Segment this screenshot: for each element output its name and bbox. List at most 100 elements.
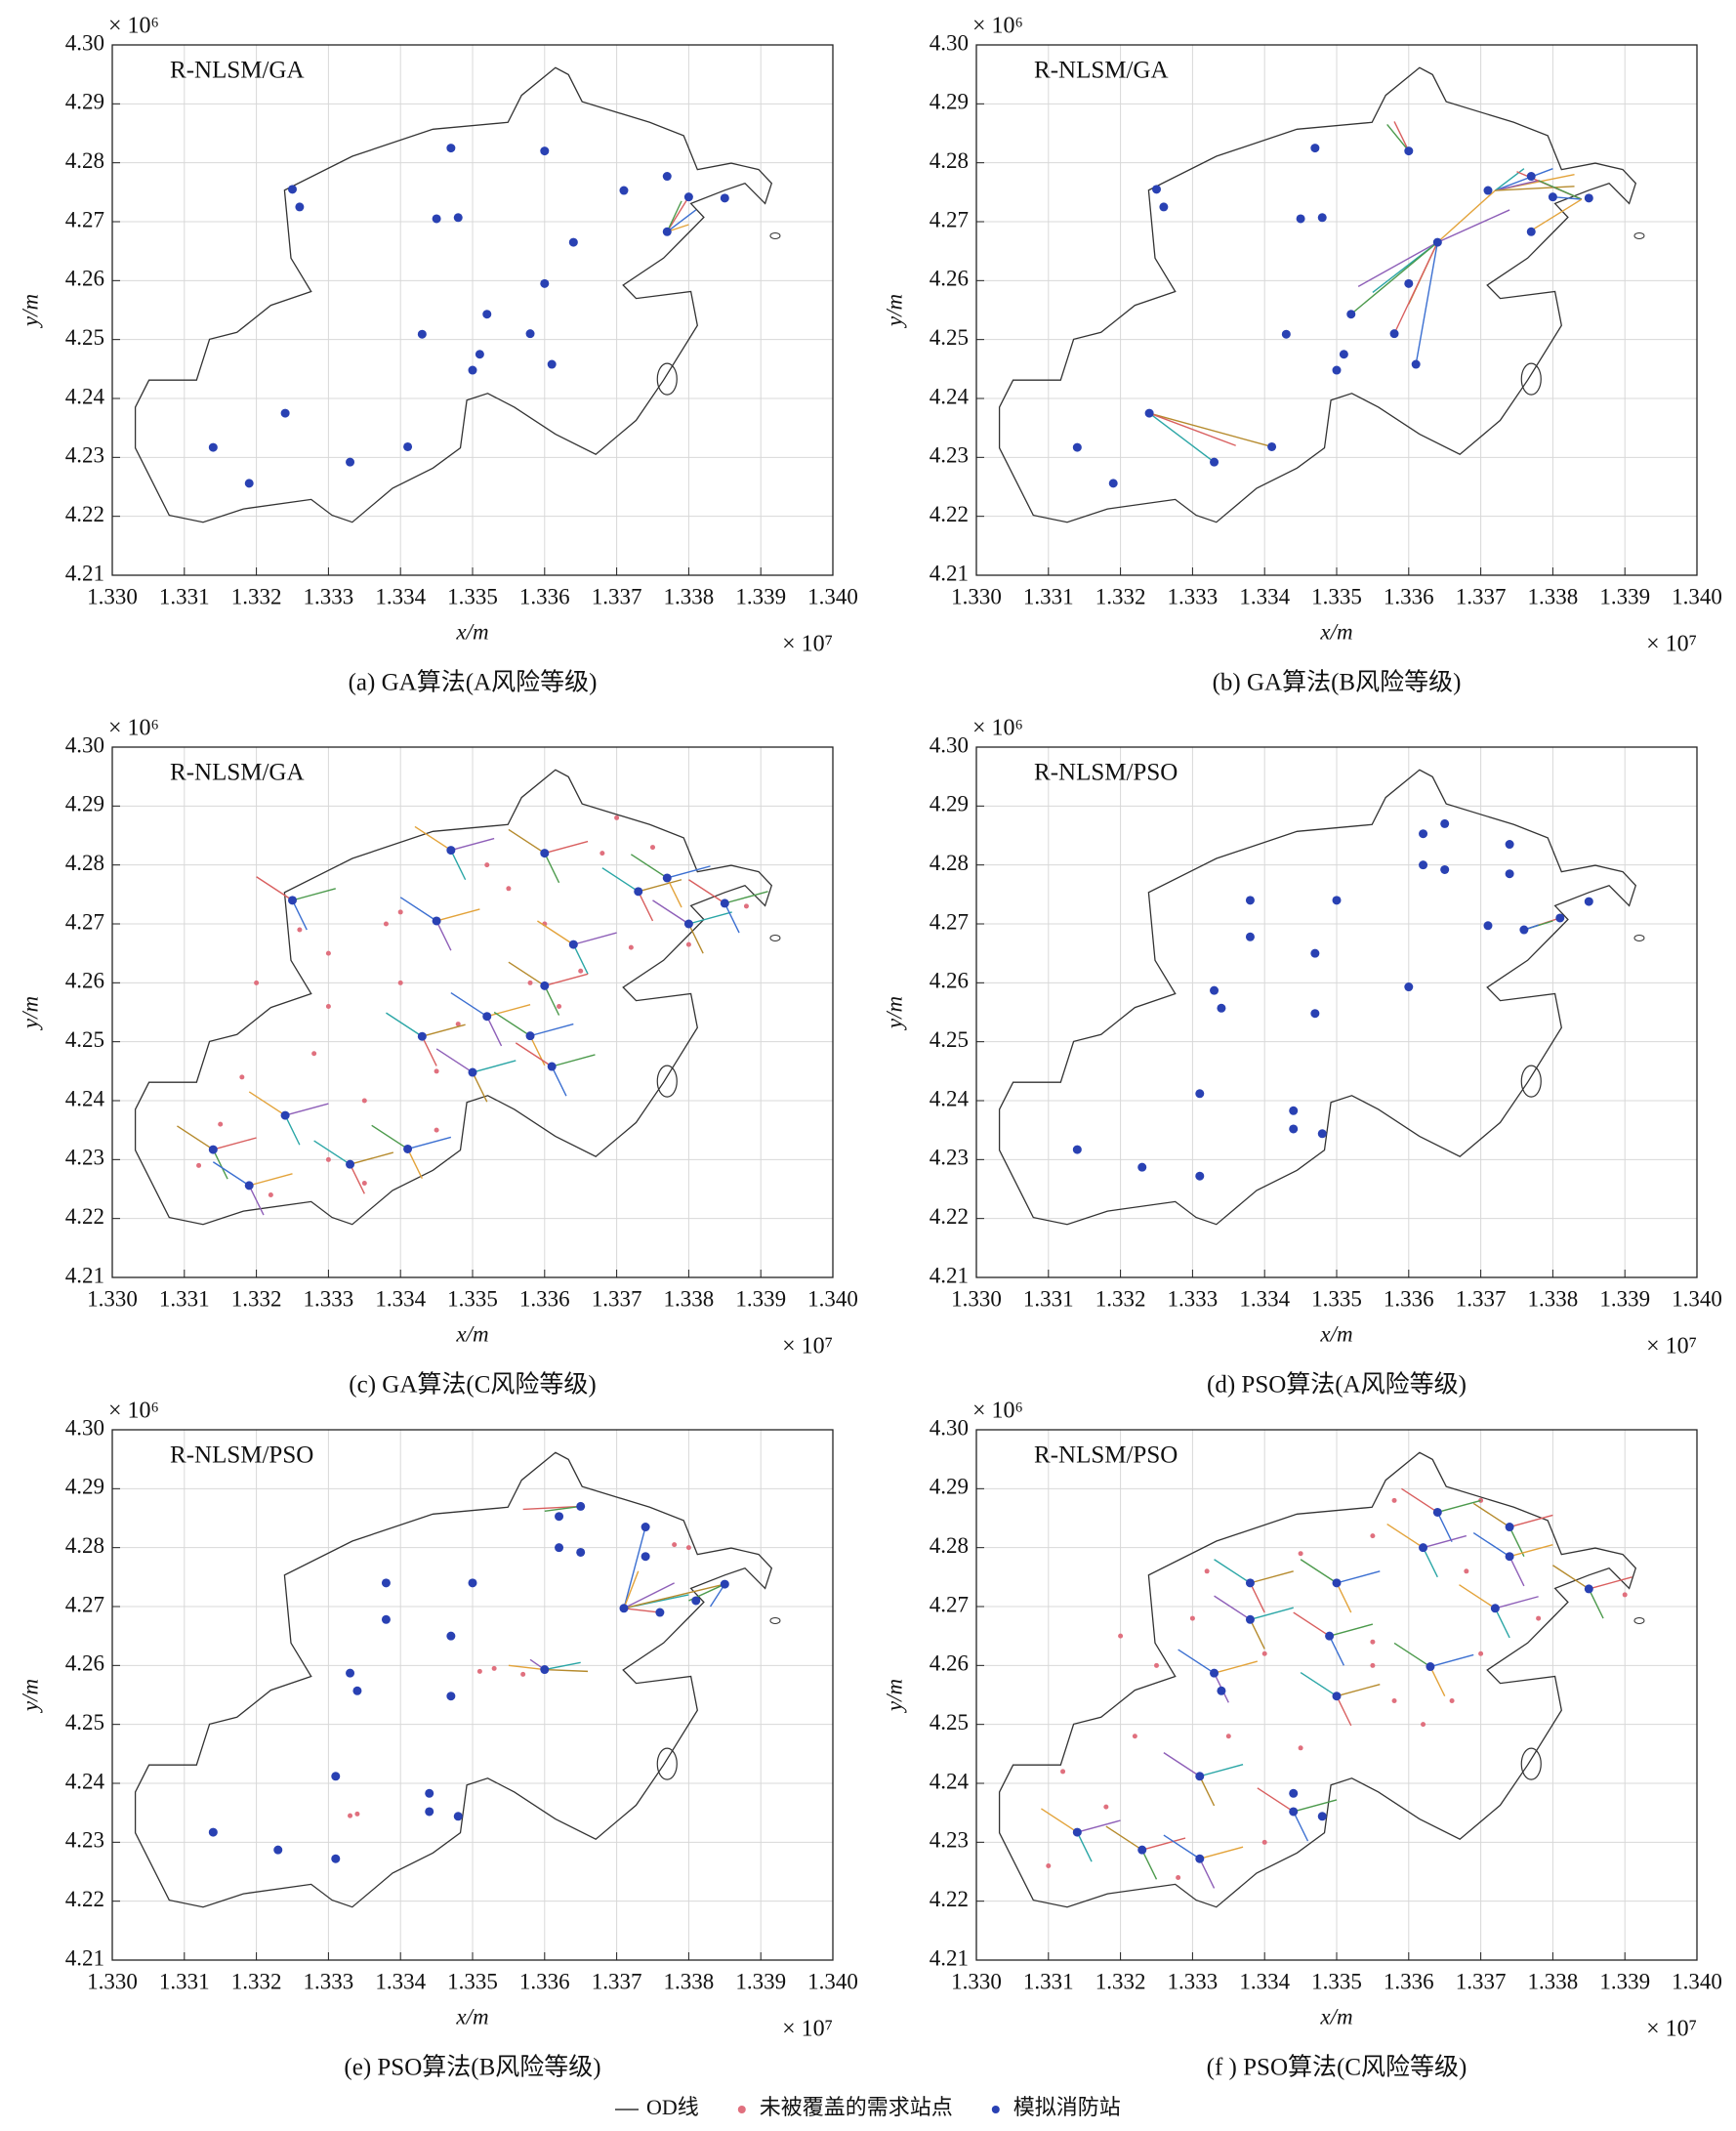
x-tick-label: 1.333 [304,1969,354,1993]
y-tick-label: 4.25 [65,325,104,350]
demand-point [1391,1497,1397,1503]
demand-point [672,1542,678,1548]
demand-point [434,1068,439,1074]
demand-point [218,1121,224,1127]
od-line [1199,1776,1216,1807]
plot-frame [975,44,1698,576]
od-line [406,1149,423,1179]
demand-point [527,980,533,985]
x-tick-label: 1.338 [664,584,715,608]
y-tick-label: 4.28 [930,851,969,875]
island [1520,1065,1542,1098]
demand-point [196,1162,202,1168]
x-tick-label: 1.333 [304,584,354,608]
station [1245,1614,1255,1624]
station [568,237,578,247]
station [1505,840,1514,850]
demand-point [354,1811,360,1817]
x-multiplier: × 10⁷ [782,2017,833,2042]
x-tick-label: 1.330 [951,1969,1002,1993]
station [619,186,629,195]
demand-point [1298,1551,1303,1557]
y-tick-label: 4.23 [65,1146,104,1170]
od-line [666,196,689,232]
od-line [1386,124,1410,152]
station [381,1578,391,1588]
od-line [1105,1825,1143,1851]
od-line [688,911,732,925]
od-line [1336,1683,1381,1697]
station [432,214,441,224]
station [1332,365,1342,375]
demand-point [685,941,691,947]
x-tick-label: 1.332 [231,1969,282,1993]
station [1346,310,1356,319]
od-line [1336,1695,1352,1727]
station [1317,213,1327,223]
station [1245,932,1255,941]
od-line [1336,1570,1381,1584]
caption: (a) GA算法(A风险等级) [349,669,598,696]
od-line [638,891,654,922]
od-line [537,920,574,945]
od-line [256,876,293,901]
od-line [1214,1559,1251,1584]
station [1267,441,1277,451]
od-line [1589,1576,1633,1590]
x-tick-label: 1.337 [592,1969,642,1993]
od-line [1249,1582,1265,1613]
plot-frame [975,746,1698,1278]
y-tick-label: 4.26 [930,969,969,993]
y-tick-label: 4.23 [65,1828,104,1853]
islet [1633,934,1645,941]
station [1555,913,1565,923]
od-line [544,973,589,987]
x-tick-label: 1.337 [1456,1969,1507,1993]
demand-point [1449,1698,1455,1704]
od-line [623,1570,640,1609]
station [1296,214,1305,224]
plot-title: R-NLSM/GA [170,58,305,84]
x-tick-label: 1.334 [375,1969,426,1993]
od-line [1199,1846,1244,1859]
station [482,310,492,319]
station [555,1543,564,1553]
x-tick-label: 1.333 [304,1286,354,1311]
station [662,873,672,883]
y-multiplier: × 10⁶ [108,716,159,741]
od-line [1509,1514,1553,1528]
station [244,479,254,488]
od-line [544,853,560,884]
station [555,1512,564,1522]
panel: 1.330 1.331 1.332 1.333 1.334 1.335 1.336 1.337… [18,716,858,1399]
demand-point [1421,1722,1426,1728]
station [1526,227,1536,236]
od-line [1393,121,1410,151]
demand-point [1622,1592,1628,1598]
od-line [544,1661,581,1671]
station [1548,192,1557,202]
y-tick-label: 4.24 [930,384,970,408]
x-tick-label: 1.330 [951,584,1002,608]
station [1505,1552,1514,1562]
station [1072,1145,1082,1154]
coastline [134,1451,773,1908]
od-line [1436,1512,1453,1542]
panel: 1.330 1.331 1.332 1.333 1.334 1.335 1.336 1.337… [882,716,1722,1399]
plot-frame [111,746,834,1278]
od-line [723,902,740,934]
station [540,1665,550,1675]
od-line [544,985,560,1016]
y-multiplier: × 10⁶ [108,1399,159,1424]
od-line [177,1125,214,1150]
station [346,457,355,467]
legend-label: 模拟消防站 [1013,2095,1121,2119]
x-tick-label: 1.333 [1168,1969,1219,1993]
y-tick-label: 4.27 [930,207,969,231]
y-tick-label: 4.27 [930,909,969,934]
coastline [134,66,773,523]
station [1332,896,1342,905]
y-tick-label: 4.24 [65,1086,105,1110]
y-tick-label: 4.30 [930,732,969,757]
od-line [1437,209,1510,243]
